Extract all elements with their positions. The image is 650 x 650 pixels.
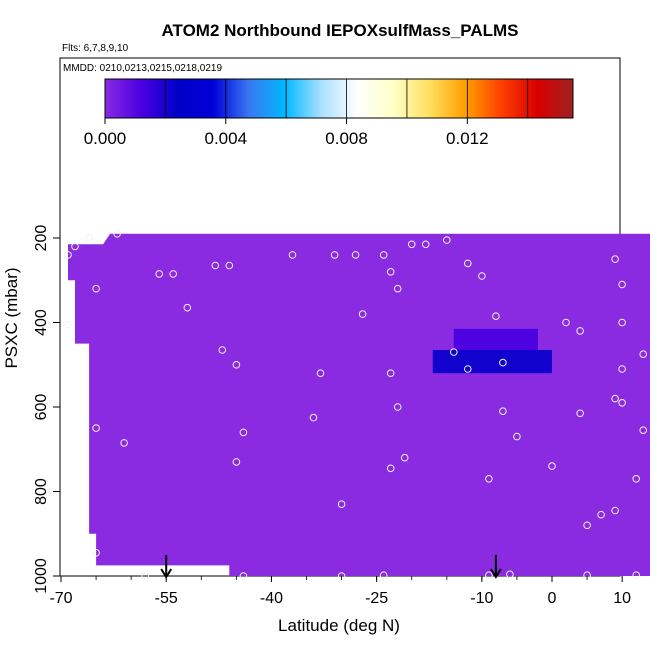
sample-point xyxy=(113,230,121,238)
sample-point xyxy=(232,458,241,466)
sample-point xyxy=(639,426,648,435)
sample-point xyxy=(379,251,388,259)
sample-point xyxy=(218,346,227,354)
heatmap-cell xyxy=(453,328,538,353)
x-tick-label: -70 xyxy=(49,590,72,607)
colorbar: 0.000 0.004 0.008 0.012 xyxy=(84,78,574,148)
sample-point xyxy=(632,475,641,483)
chart-title: ATOM2 Northbound IEPOXsulfMass_PALMS xyxy=(161,21,518,40)
sample-point xyxy=(393,284,402,293)
sample-point xyxy=(155,270,163,278)
sample-point xyxy=(443,236,451,244)
colorbar-tick-label: 0.012 xyxy=(446,129,489,148)
sample-point xyxy=(639,350,648,359)
colorbar-gradient xyxy=(104,78,574,119)
sample-point xyxy=(288,251,297,259)
x-tick-label: -55 xyxy=(155,590,178,607)
sample-point xyxy=(337,500,346,509)
sample-point xyxy=(386,464,395,473)
sample-point xyxy=(618,365,626,373)
sample-point xyxy=(379,571,388,580)
sample-point xyxy=(450,348,458,356)
y-tick-label: 400 xyxy=(33,309,50,336)
y-tick-label: 600 xyxy=(33,394,50,421)
x-tick-label: 0 xyxy=(548,590,557,607)
sample-point xyxy=(506,570,514,579)
sample-point xyxy=(618,399,626,407)
sample-point xyxy=(239,572,248,580)
flights-subtitle: Flts: 6,7,8,9,10 xyxy=(62,43,129,54)
colorbar-tick-label: 0.004 xyxy=(205,129,248,148)
sample-point xyxy=(358,310,367,318)
y-tick-label: 800 xyxy=(33,478,50,505)
sample-point xyxy=(316,369,325,378)
sample-point xyxy=(351,251,360,259)
sample-point xyxy=(513,432,521,441)
sample-point xyxy=(464,259,472,268)
sample-point xyxy=(239,428,248,437)
x-tick-label: 10 xyxy=(613,590,631,607)
sample-point xyxy=(618,280,626,289)
sample-point xyxy=(183,303,192,312)
sample-point xyxy=(632,571,641,580)
sample-point xyxy=(485,571,493,580)
colorbar-tick-label: 0.000 xyxy=(84,129,127,148)
sample-point xyxy=(611,394,619,403)
heatmap-area xyxy=(68,233,650,576)
sample-point xyxy=(618,318,626,327)
sample-point xyxy=(499,358,507,367)
sample-point xyxy=(562,318,570,327)
sample-point xyxy=(583,521,591,530)
colorbar-tick-label: 0.008 xyxy=(325,129,368,148)
sample-point xyxy=(71,242,79,251)
sample-point xyxy=(478,272,486,280)
x-axis-label: Latitude (deg N) xyxy=(278,616,400,635)
sample-point xyxy=(225,261,234,270)
sample-point xyxy=(85,234,93,242)
sample-point xyxy=(309,413,318,422)
sample-point xyxy=(211,261,220,270)
y-tick-label: 1000 xyxy=(33,558,50,594)
sample-point xyxy=(400,453,409,462)
sample-point xyxy=(92,424,100,432)
sample-point xyxy=(393,403,402,411)
sample-point xyxy=(464,365,472,373)
sample-point xyxy=(386,369,395,378)
sample-point xyxy=(485,475,493,483)
sample-point xyxy=(169,270,177,278)
sample-point xyxy=(499,407,507,416)
sample-point xyxy=(492,312,500,321)
sample-point xyxy=(92,284,100,293)
y-axis: 200 400 600 800 1000 xyxy=(33,225,60,594)
sample-point xyxy=(64,251,72,259)
sample-point xyxy=(421,240,430,249)
sample-point xyxy=(548,462,556,470)
sample-point xyxy=(611,506,619,515)
sample-point xyxy=(92,549,100,557)
x-tick-label: -25 xyxy=(365,590,388,607)
sample-point xyxy=(611,255,619,263)
x-axis: -70-55-40-25-1001020304050607080 xyxy=(49,576,631,607)
sample-point xyxy=(232,361,241,369)
heatmap-background xyxy=(68,233,650,576)
sample-point xyxy=(597,510,605,519)
sample-point xyxy=(330,251,339,259)
sample-point xyxy=(576,327,584,335)
sample-point xyxy=(120,439,128,447)
sample-point xyxy=(386,268,395,276)
x-tick-label: -10 xyxy=(470,590,493,607)
heatmap-cell xyxy=(432,349,552,374)
sample-point xyxy=(64,320,72,329)
y-tick-label: 200 xyxy=(33,225,50,252)
sample-point xyxy=(141,572,149,580)
flight-arrow-head xyxy=(490,568,502,579)
sample-point xyxy=(576,409,584,418)
dates-subtitle: MMDD: 0210,0213,0215,0218,0219 xyxy=(63,63,222,74)
y-axis-label: PSXC (mbar) xyxy=(2,267,21,368)
x-tick-label: -40 xyxy=(260,590,283,607)
sample-point xyxy=(407,240,416,249)
